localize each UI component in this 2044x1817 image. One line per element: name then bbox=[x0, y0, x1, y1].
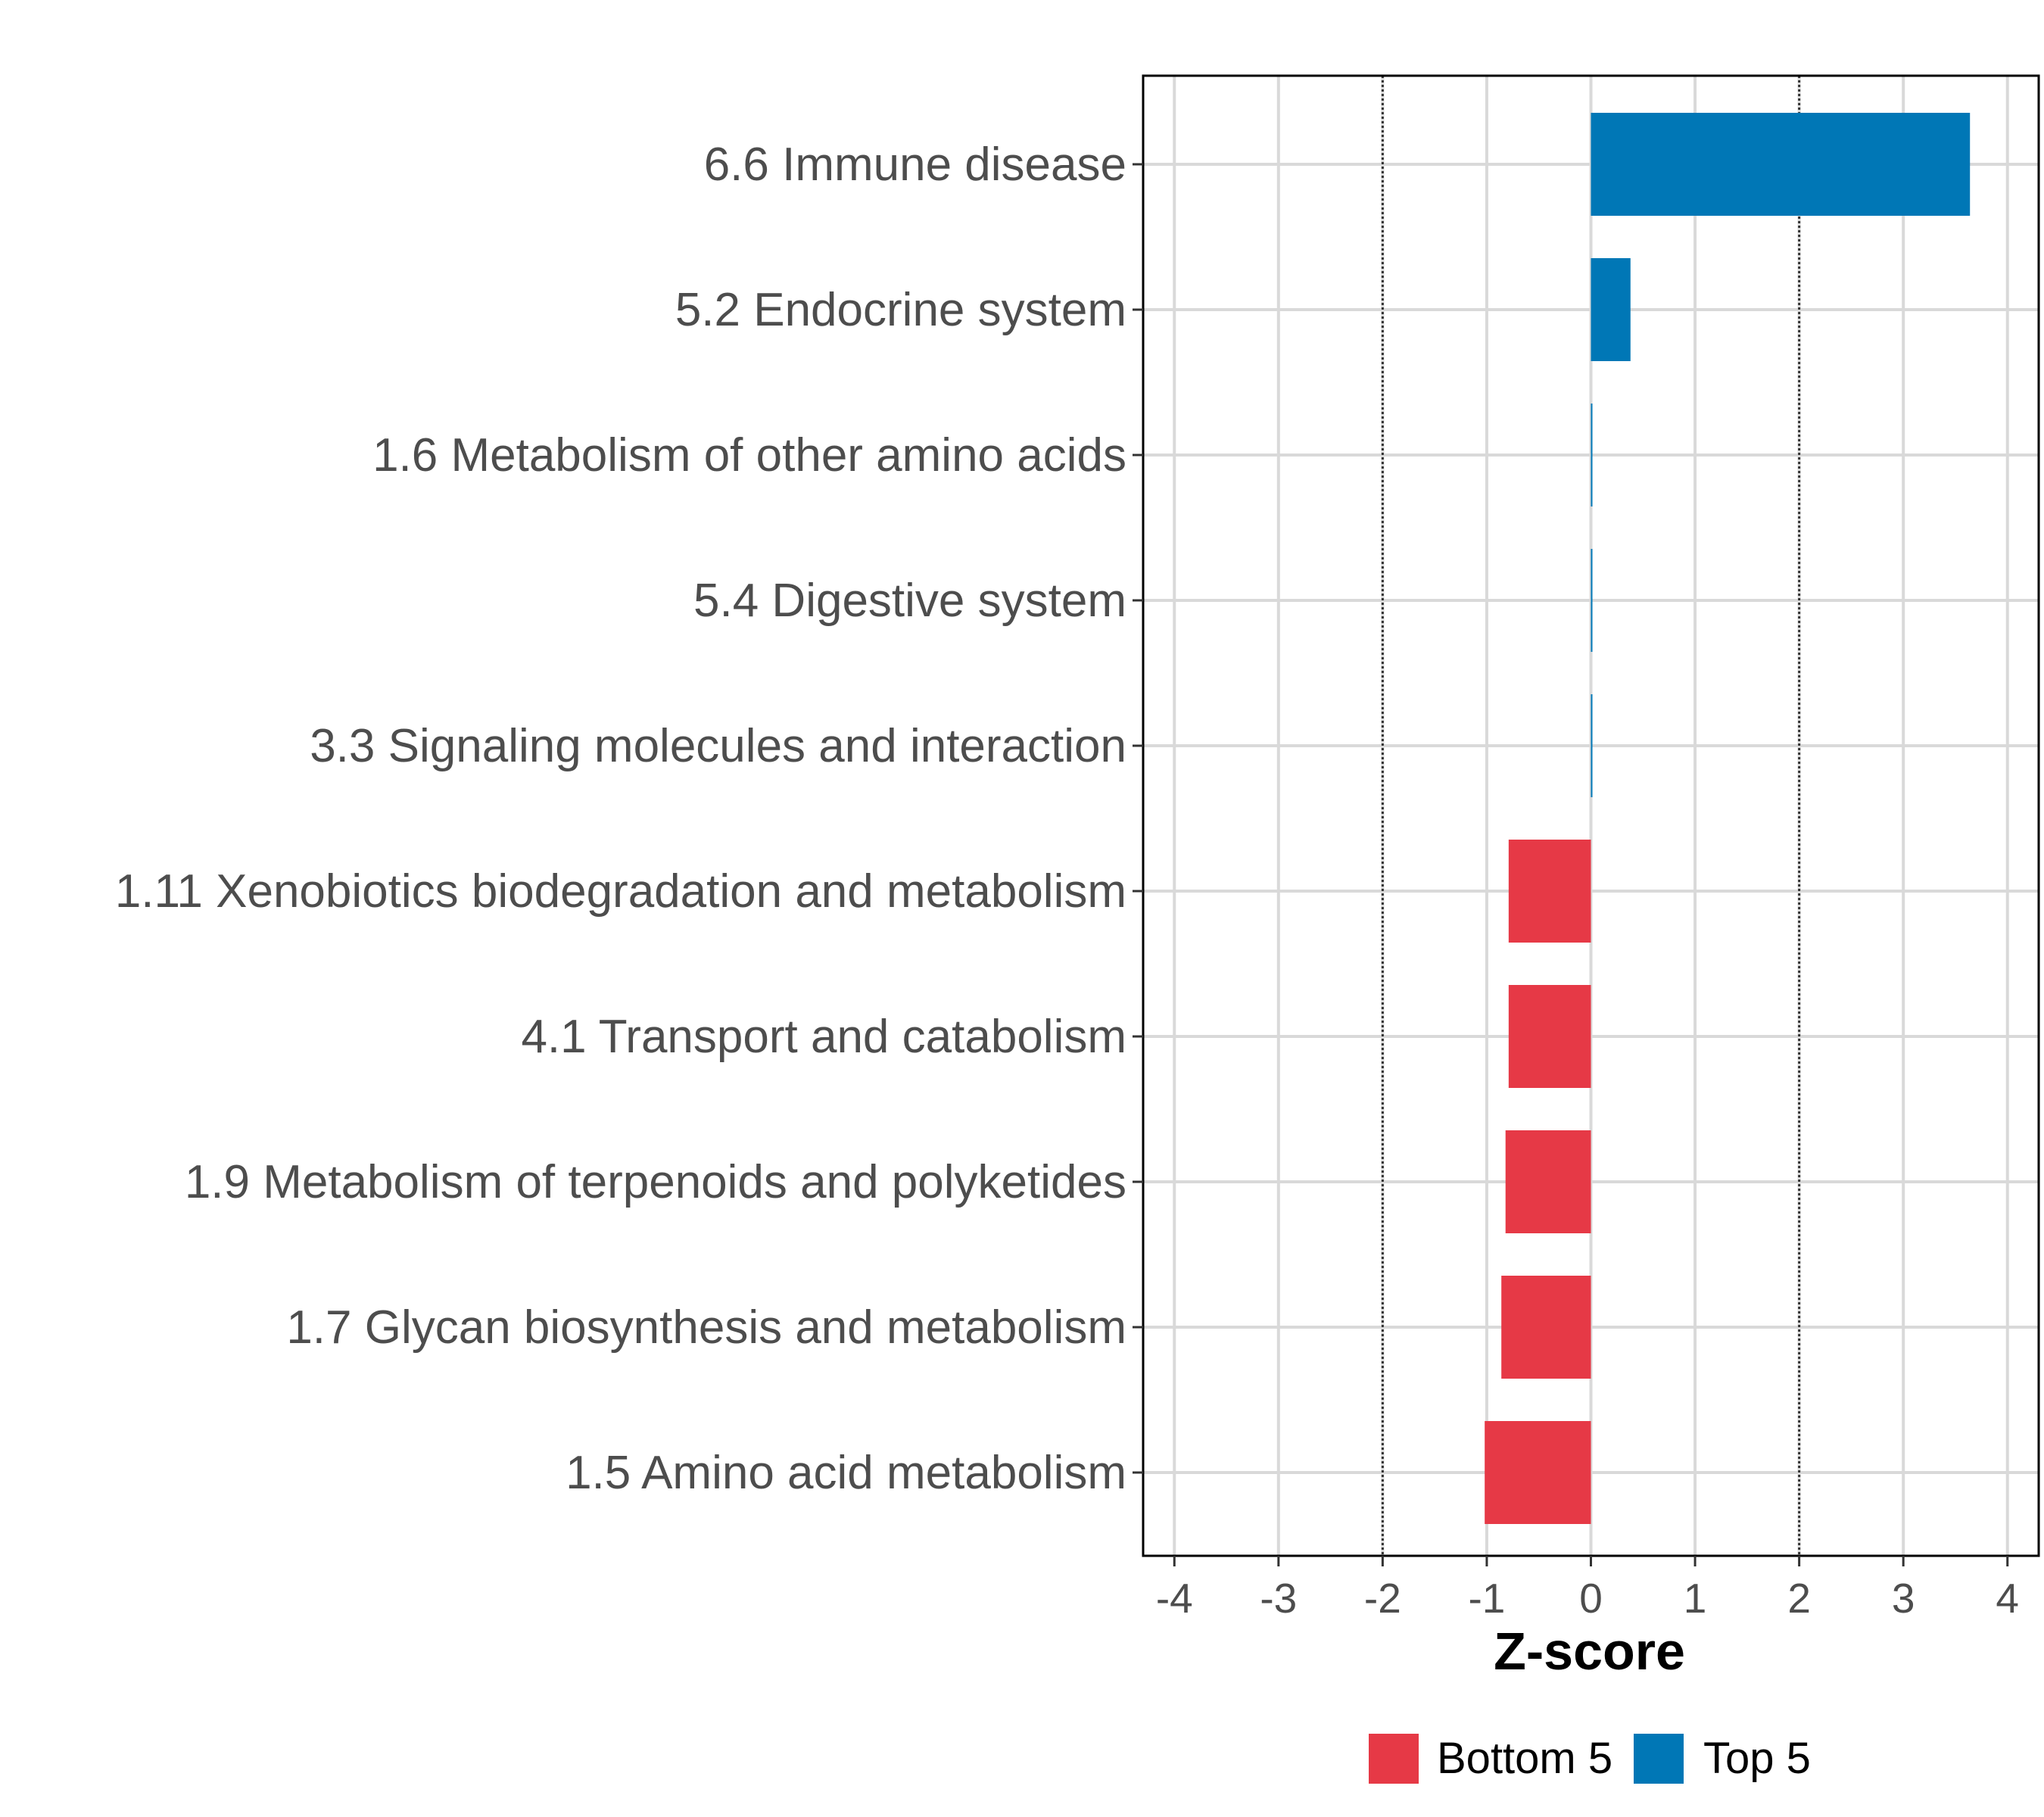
legend: Bottom 5 Top 5 bbox=[1369, 1734, 1811, 1784]
x-tick-label: 1 bbox=[1684, 1575, 1707, 1622]
bar bbox=[1591, 549, 1593, 652]
y-axis-ticks: 6.6 Immune disease 5.2 Endocrine system 1.… bbox=[115, 139, 1143, 1499]
y-tick-label: 1.11 Xenobiotics biodegradation and meta… bbox=[115, 865, 1126, 918]
x-tick-label: 4 bbox=[1996, 1575, 2019, 1622]
bar bbox=[1591, 404, 1593, 506]
y-tick-label: 1.9 Metabolism of terpenoids and polyket… bbox=[185, 1156, 1126, 1208]
x-tick-label: -3 bbox=[1260, 1575, 1297, 1622]
y-tick-label: 1.7 Glycan biosynthesis and metabolism bbox=[286, 1301, 1126, 1354]
legend-key bbox=[1634, 1734, 1684, 1784]
legend-label: Bottom 5 bbox=[1437, 1734, 1612, 1783]
y-tick-label: 3.3 Signaling molecules and interaction bbox=[310, 720, 1126, 772]
y-tick-label: 6.6 Immune disease bbox=[704, 139, 1126, 191]
bar bbox=[1501, 1276, 1591, 1379]
bar bbox=[1591, 258, 1631, 361]
legend-key bbox=[1369, 1734, 1419, 1784]
bar bbox=[1485, 1421, 1591, 1524]
y-tick-label: 5.4 Digestive system bbox=[693, 575, 1126, 627]
reference-lines bbox=[1381, 76, 1801, 1556]
y-tick-label: 5.2 Endocrine system bbox=[675, 284, 1126, 336]
bar bbox=[1508, 840, 1591, 943]
y-tick-label: 4.1 Transport and catabolism bbox=[521, 1011, 1126, 1063]
legend-label: Top 5 bbox=[1703, 1734, 1811, 1783]
bar bbox=[1591, 694, 1593, 797]
x-tick-label: -1 bbox=[1468, 1575, 1505, 1622]
y-tick-label: 1.5 Amino acid metabolism bbox=[566, 1447, 1126, 1499]
x-axis-ticks: -4 -3 -2 -1 0 1 2 3 4 bbox=[1156, 1556, 2019, 1622]
bar bbox=[1505, 1130, 1591, 1233]
bar bbox=[1508, 985, 1591, 1088]
bar bbox=[1591, 113, 1971, 216]
y-tick-label: 1.6 Metabolism of other amino acids bbox=[372, 429, 1126, 482]
x-tick-label: -2 bbox=[1364, 1575, 1401, 1622]
x-tick-label: 3 bbox=[1892, 1575, 1915, 1622]
x-tick-label: -4 bbox=[1156, 1575, 1193, 1622]
bars bbox=[1485, 113, 1971, 1524]
x-axis-title: Z-score bbox=[1494, 1622, 1685, 1681]
x-tick-label: 2 bbox=[1787, 1575, 1811, 1622]
x-tick-label: 0 bbox=[1579, 1575, 1603, 1622]
